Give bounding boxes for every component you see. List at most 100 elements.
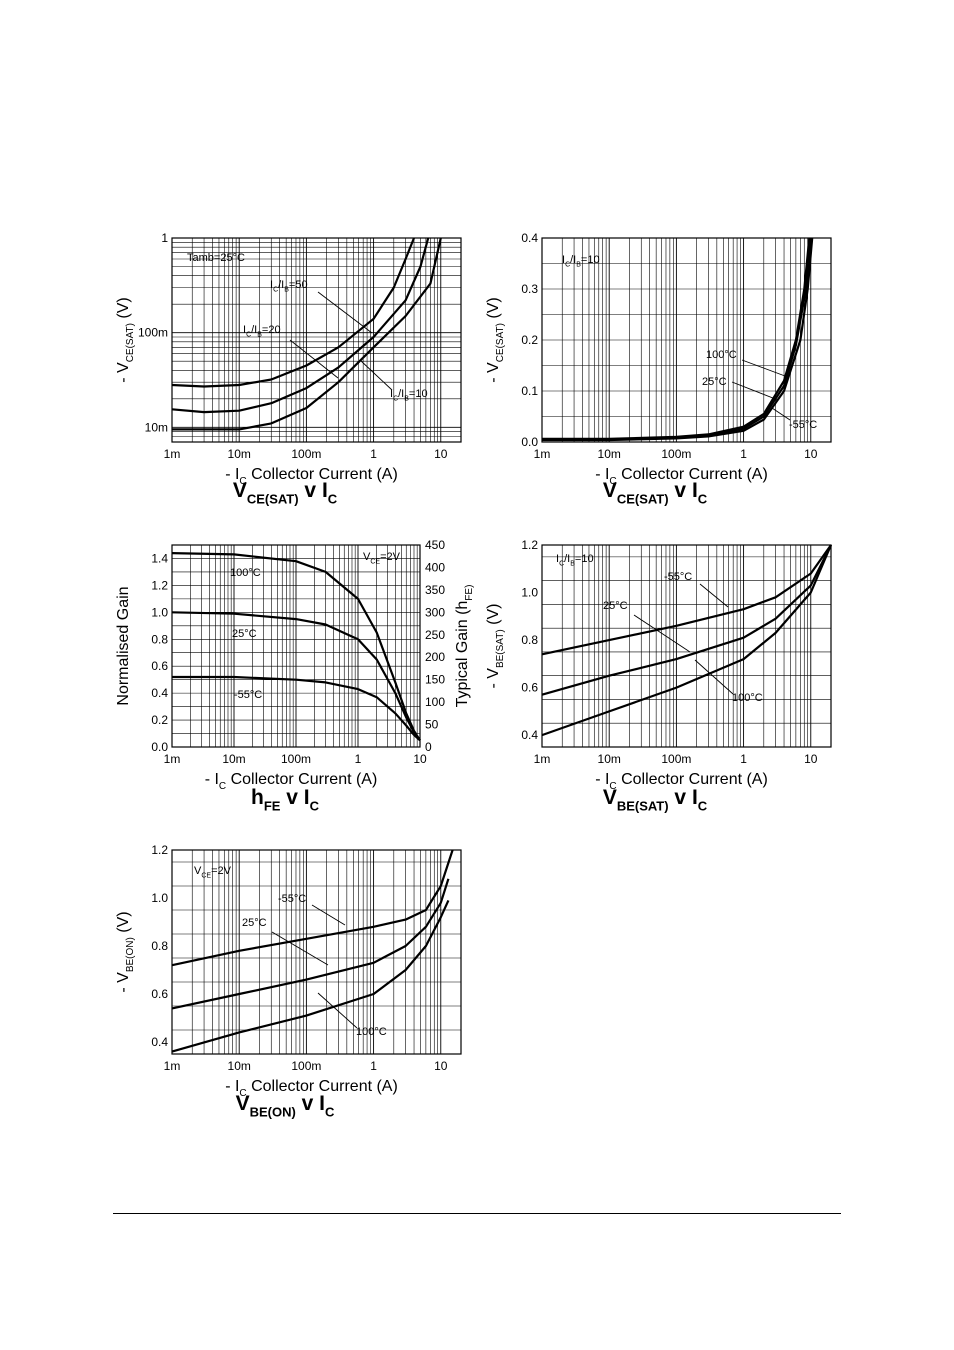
x-tick-label: 1 (740, 447, 747, 461)
x-tick-label: 10 (413, 752, 427, 766)
series-line (171, 611, 421, 741)
annotation-label: 100°C (732, 692, 763, 704)
x-tick-label: 100m (291, 1059, 321, 1073)
annotation-leader (311, 904, 346, 926)
annotation-leader (317, 992, 358, 1029)
y-tick-label: 0.0 (521, 435, 538, 449)
x-tick-label: 10 (804, 447, 818, 461)
y2-tick-label: 300 (425, 605, 445, 619)
y2-axis-label: Typical Gain (hFE)​ (454, 585, 475, 708)
annotation-leader (633, 614, 691, 653)
series-line (541, 544, 832, 696)
y-tick-label: 0.4 (151, 686, 168, 700)
y-axis-label: - VCE(SAT)​ (V) (115, 297, 136, 383)
plot-frame (171, 544, 421, 748)
y2-tick-label: 200 (425, 650, 445, 664)
x-tick-label: 10 (434, 1059, 448, 1073)
series-line (171, 878, 450, 1010)
chart-vcesat-ic-temp: 1m 10m 100m 1 10 0.0 0.1 0.2 0.3 0.4 - IC​ Collect… (485, 231, 832, 507)
y-tick-label: 0.4 (521, 728, 538, 742)
y-tick-label: 0.1 (521, 384, 538, 398)
x-tick-label: 1 (740, 752, 747, 766)
x-tick-label: 1m (164, 1059, 181, 1073)
y-tick-label: 1.2 (151, 578, 168, 592)
plot-frame (171, 237, 462, 443)
x-tick-label: 10m (222, 752, 245, 766)
x-axis-label: - IC​ Collector Current (A) (225, 1078, 398, 1099)
y-axis-label: - VBE(ON)​ (V) (115, 911, 136, 992)
chart-title: VBE(ON)​ v IC​ (236, 1092, 335, 1120)
series-line (171, 849, 454, 967)
annotation-label: -55°C (664, 571, 692, 583)
y-tick-label: 0.6 (521, 681, 538, 695)
annotation-leader (271, 931, 329, 966)
x-tick-label: 100m (661, 447, 691, 461)
y-tick-label: 0.8 (521, 633, 538, 647)
chart-vbeon-ic: 1m 10m 100m 1 10 0.4 0.6 0.8 1.0 1.2 - IC​ Collect… (115, 843, 462, 1120)
x-tick-label: 10 (434, 447, 448, 461)
y-tick-label: 0.3 (521, 282, 538, 296)
y-tick-label: 0.8 (151, 632, 168, 646)
annotation-label: IC​/IB=20 (243, 324, 281, 339)
x-tick-label: 10m (228, 447, 251, 461)
x-tick-label: 10m (598, 752, 621, 766)
series-line (171, 237, 430, 414)
annotation-label: IC​/IB=10 (556, 553, 594, 568)
y2-tick-label: 100 (425, 695, 445, 709)
x-axis-label: - IC​ Collector Current (A) (205, 771, 378, 792)
y-tick-label: 0.6 (151, 659, 168, 673)
series-line (171, 237, 416, 388)
chart-title: VCE(SAT)​ v IC​ (603, 479, 708, 507)
y-axis-label: - VCE(SAT)​ (V) (485, 297, 506, 383)
y-tick-label: 1.2 (151, 843, 168, 857)
y-axis-label: Normalised Gain (115, 586, 132, 705)
annotation-label: 25°C (603, 600, 628, 612)
x-tick-label: 1 (370, 447, 377, 461)
x-tick-label: 10m (228, 1059, 251, 1073)
series-line (541, 544, 833, 737)
y-tick-label: 0.4 (151, 1035, 168, 1049)
annotation-leader (771, 407, 791, 421)
plot-frame (171, 849, 462, 1055)
x-tick-label: 10 (804, 752, 818, 766)
series-line (172, 237, 442, 431)
annotation-label: 100°C (230, 567, 261, 579)
x-tick-label: 1m (534, 752, 551, 766)
x-tick-label: 100m (291, 447, 321, 461)
y-tick-label: 1 (161, 231, 168, 245)
annotation-label: IC​/IB=10 (390, 388, 428, 403)
x-tick-label: 1m (164, 752, 181, 766)
y-tick-label: 100m (138, 326, 168, 340)
y2-tick-label: 450 (425, 538, 445, 552)
annotation-leader (699, 583, 729, 608)
y-axis-label: - VBE(SAT)​ (V) (485, 604, 506, 689)
series-line (171, 552, 421, 741)
series-line (542, 237, 814, 442)
footer-rule (113, 1213, 841, 1214)
annotation-label: -55°C (234, 689, 262, 701)
y-tick-label: 1.0 (151, 605, 168, 619)
y-tick-label: 0.4 (521, 231, 538, 245)
y-tick-label: 1.2 (521, 538, 538, 552)
annotation-label: -55°C (278, 893, 306, 905)
annotation-label: 100°C (706, 349, 737, 361)
chart-vcesat-ic-gain: 1m 10m 100m 1 10 10m 100m 1 - IC​ Collector Curr… (115, 231, 462, 507)
y-tick-label: 0.0 (151, 740, 168, 754)
y2-tick-label: 350 (425, 583, 445, 597)
annotation-label: 25°C (702, 376, 727, 388)
annotation-label: 100°C (356, 1026, 387, 1038)
annotation-leader (741, 359, 786, 377)
chart-vbesat-ic: 1m 10m 100m 1 10 0.4 0.6 0.8 1.0 1.2 - IC​ Collect… (485, 538, 833, 814)
annotation-label: VCE=2V (194, 865, 232, 880)
x-tick-label: 1 (370, 1059, 377, 1073)
plot-frame (541, 237, 832, 443)
annotation-leader (359, 359, 393, 391)
plot-frame (541, 544, 832, 748)
y-tick-label: 0.2 (521, 333, 538, 347)
y2-tick-label: 150 (425, 673, 445, 687)
annotation-leader (289, 339, 339, 379)
chart-hfe-ic: 1m 10m 100m 1 10 0.0 0.2 0.4 0.6 0.8 1.0 1.2 1.4 0 50 1… (115, 538, 475, 814)
y2-tick-label: 250 (425, 628, 445, 642)
y-tick-label: 0.2 (151, 713, 168, 727)
